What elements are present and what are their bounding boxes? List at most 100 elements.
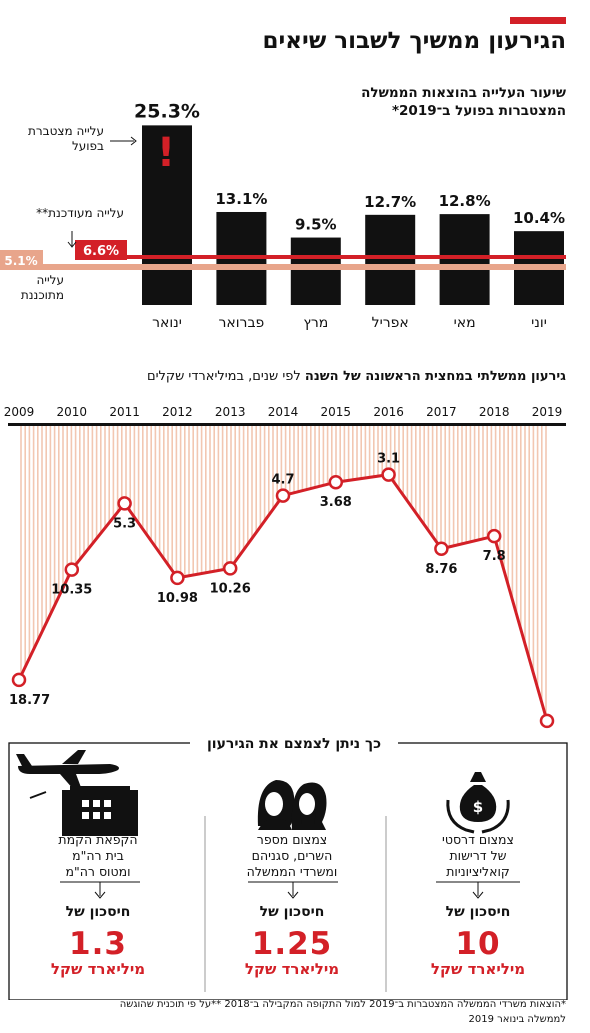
data-point	[117, 496, 132, 511]
line-chart-title-bold: גירעון ממשלתי במחצית הראשונה של השנה	[304, 369, 566, 384]
stripes-layer	[20, 426, 547, 718]
savings-panel-2-label: חיסכון של	[259, 904, 325, 920]
panel-title-line: בית רה"מ	[72, 848, 124, 863]
data-point	[539, 713, 555, 729]
data-point	[328, 474, 344, 490]
bar-category-label: יוני	[531, 315, 547, 331]
line-chart-title-rest: לפי שנים, במיליארדי שקלים	[146, 369, 305, 384]
data-value-label: 10.98	[157, 591, 198, 606]
savings-panel-3-unit: מיליארד שקל	[50, 960, 146, 978]
data-point	[434, 541, 449, 557]
approved-value-label: 6.6%	[83, 244, 119, 259]
data-value-label: 18.77	[9, 693, 50, 708]
airplane-building-icon	[16, 750, 138, 836]
planned-increase-line	[0, 264, 566, 270]
bar-value-label: 13.1%	[215, 190, 267, 208]
savings-panel-2-value: 1.25	[251, 926, 333, 962]
data-point	[11, 672, 27, 688]
footnote-line1: *הוצאות משרדי הממשלה המצטברות ב־2019 למו…	[119, 999, 566, 1010]
year-label: 2018	[479, 405, 510, 419]
footnote-line2: לממשלה בינואר 2019	[468, 1014, 566, 1025]
data-point	[381, 467, 396, 482]
bar-value-label: 9.5%	[295, 216, 337, 234]
savings-section-title: כך ניתן לצמצם את הגירעון	[190, 736, 398, 752]
panel-title-line: צמצום דרסטי	[442, 832, 514, 847]
approved-value-box	[75, 240, 127, 260]
bar-value-label: 25.3%	[134, 100, 200, 122]
planned-value-label: 5.1%	[4, 254, 37, 268]
year-label: 2012	[162, 405, 193, 419]
savings-panel-1-unit: מיליארד שקל	[430, 960, 526, 978]
approved-arrow-head	[67, 241, 77, 248]
bar-category-label: ינואר	[152, 315, 182, 331]
years-layer: 2009 2010 2011 2012 2013 2014 2015 2016 2017 2018…	[4, 405, 563, 419]
exclamation-mark: !	[157, 130, 175, 176]
deficit-series-line	[17, 472, 549, 722]
data-value-label: 3.68	[320, 495, 352, 510]
data-point	[170, 570, 185, 586]
actual-increase-label: עלייה מצטברת בפועל	[27, 124, 104, 153]
year-label: 2015	[321, 405, 352, 419]
panel-title-line: ומטוס רה"מ	[65, 864, 131, 879]
data-value-label: 8.76	[425, 562, 457, 577]
year-label: 2019	[532, 405, 563, 419]
data-point	[222, 561, 238, 576]
year-label: 2013	[215, 405, 246, 419]
data-value-label: 5.3	[113, 516, 136, 531]
title-accent-bar	[510, 17, 566, 24]
data-point	[486, 528, 502, 544]
savings-panel-2-title: צמצום מספר השרים, סגניהם ומשרדי הממשלה	[222, 832, 362, 880]
savings-panel-1-label: חיסכון של	[445, 904, 511, 920]
year-label: 2014	[268, 405, 299, 419]
panel-title-line: של דרישות	[449, 848, 507, 863]
planned-value-box	[0, 250, 43, 270]
savings-panel-3-label: חיסכון של	[65, 904, 131, 920]
line-chart-title: גירעון ממשלתי במחצית הראשונה של השנה לפי…	[147, 369, 566, 384]
data-point	[275, 488, 291, 503]
data-point	[64, 562, 80, 577]
panel-title-line: ומשרדי הממשלה	[246, 864, 338, 879]
year-label: 2011	[109, 405, 140, 419]
bar-category-label: מאי	[454, 315, 476, 331]
panel-title-line: הקפאת הקמת	[58, 832, 138, 847]
data-value-label: 10.35	[51, 583, 92, 598]
bar-מאי	[439, 214, 490, 305]
bar-category-label: פברואר	[218, 315, 264, 331]
approved-increase-line	[126, 255, 566, 259]
panel-arrows	[60, 881, 520, 899]
svg-text:$: $	[473, 798, 483, 816]
year-label: 2017	[426, 405, 457, 419]
data-value-label: 3.1	[377, 452, 400, 467]
bar-value-label: 12.8%	[439, 192, 491, 210]
line-chart: 2009 2010 2011 2012 2013 2014 2015 2016 2017 2018…	[4, 405, 566, 729]
savings-panel-2-unit: מיליארד שקל	[244, 960, 340, 978]
bar-value-label: 10.4%	[513, 209, 565, 227]
approved-increase-label: עלייה מעודכנת**	[36, 206, 124, 220]
planned-increase-label: עלייה מתוכננת	[20, 273, 64, 302]
savings-panel-1-value: 10	[455, 926, 501, 962]
data-value-label: 4.7	[271, 473, 294, 488]
bar-category-label: מרץ	[303, 315, 328, 331]
x-axis-line	[8, 423, 566, 426]
bar-ינואר	[142, 125, 192, 306]
bar-chart-title: שיעור העלייה בהוצאות הממשלה המצטברות בפו…	[361, 84, 566, 120]
data-value-label: 10.26	[210, 581, 251, 596]
data-value-label: 7.8	[483, 549, 506, 564]
footnote: *הוצאות משרדי הממשלה המצטברות ב־2019 למו…	[120, 997, 566, 1027]
bar-chart-title-line1: שיעור העלייה בהוצאות הממשלה	[361, 85, 566, 101]
bar-category-label: אפריל	[372, 315, 409, 331]
couple-portrait-icon	[257, 780, 327, 830]
points-layer: 18.77 10.35 5.3 10.98 10.26 4.7 3.68 3.1 8.76 7.8…	[9, 452, 555, 729]
year-label: 2009	[4, 405, 35, 419]
actual-arrow-head	[130, 136, 137, 146]
panel-title-line: השרים, סגניהם	[251, 848, 333, 863]
savings-panel-3-title: הקפאת הקמת בית רה"מ ומטוס רה"מ	[28, 832, 168, 880]
bar-מרץ	[290, 237, 341, 305]
savings-frame: $	[8, 742, 568, 1000]
panel-title-line: צמצום מספר	[256, 832, 328, 847]
savings-panel-3-value: 1.3	[69, 926, 127, 962]
savings-panel-1-title: צמצום דרסטי של דרישות קואליציוניות	[408, 832, 548, 880]
year-label: 2010	[57, 405, 88, 419]
bar-אפריל	[365, 214, 416, 305]
bars-layer: 25.3% ינואר 13.1% פברואר 9.5% מרץ 12.7% אפריל 12…	[134, 100, 565, 331]
